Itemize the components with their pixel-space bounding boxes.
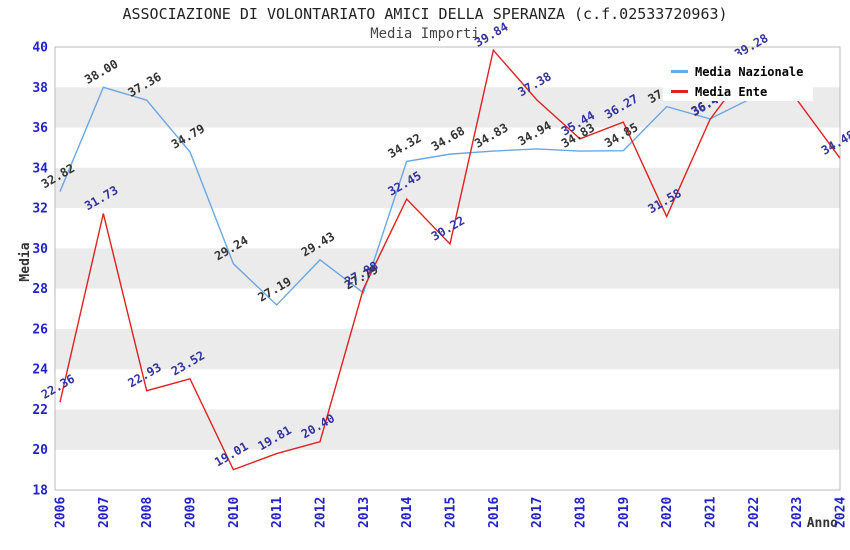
x-tick-label: 2022 bbox=[747, 497, 762, 528]
series-line-media-ente bbox=[59, 48, 841, 471]
y-axis-title: Media bbox=[18, 242, 33, 281]
chart-title: ASSOCIAZIONE DI VOLONTARIATO AMICI DELLA… bbox=[122, 5, 727, 23]
grid-band bbox=[55, 167, 840, 209]
x-tick-label: 2017 bbox=[530, 497, 545, 528]
data-label-ente-2024: 34.48 bbox=[819, 128, 850, 158]
data-label-ente-2015: 30.22 bbox=[429, 213, 467, 243]
grid-band bbox=[55, 328, 840, 370]
data-label-nazionale-2007: 38.00 bbox=[82, 57, 120, 87]
data-label-ente-2016: 39.84 bbox=[472, 20, 510, 50]
y-tick-label: 22 bbox=[32, 403, 48, 418]
y-tick-label: 30 bbox=[32, 242, 48, 257]
x-tick-label: 2008 bbox=[140, 497, 155, 528]
y-tick-label: 38 bbox=[32, 81, 48, 96]
x-tick-label: 2009 bbox=[184, 497, 199, 528]
data-label-nazionale-2014: 34.32 bbox=[386, 131, 424, 161]
legend-label-media-nazionale: Media Nazionale bbox=[695, 65, 803, 79]
x-tick-label: 2021 bbox=[704, 497, 719, 528]
legend-label-media-ente: Media Ente bbox=[695, 85, 767, 99]
y-tick-label: 26 bbox=[32, 322, 48, 337]
y-tick-label: 34 bbox=[32, 161, 48, 176]
x-tick-label: 2015 bbox=[444, 497, 459, 528]
chart-subtitle: Media Importi bbox=[370, 26, 480, 42]
y-tick-label: 32 bbox=[32, 202, 48, 217]
grid-band bbox=[55, 248, 840, 289]
grid-band bbox=[55, 409, 840, 450]
x-axis-title: Anno bbox=[807, 516, 838, 531]
y-tick-label: 36 bbox=[32, 121, 48, 136]
x-tick-label: 2014 bbox=[400, 497, 415, 528]
x-tick-label: 2019 bbox=[617, 497, 632, 528]
x-tick-label: 2023 bbox=[790, 497, 805, 528]
x-tick-label: 2020 bbox=[660, 497, 675, 528]
x-tick-label: 2016 bbox=[487, 497, 502, 528]
y-tick-label: 20 bbox=[32, 443, 48, 458]
y-tick-label: 24 bbox=[32, 363, 48, 378]
x-tick-label: 2007 bbox=[97, 497, 112, 528]
y-tick-label: 40 bbox=[32, 41, 48, 56]
x-tick-label: 2024 bbox=[834, 497, 849, 528]
x-tick-label: 2006 bbox=[54, 497, 69, 528]
legend: Media Nazionale Media Ente bbox=[663, 55, 813, 101]
y-tick-label: 18 bbox=[32, 484, 48, 499]
series-line-media-nazionale bbox=[59, 86, 754, 306]
data-label-nazionale-2015: 34.68 bbox=[429, 124, 467, 154]
y-tick-label: 28 bbox=[32, 282, 48, 297]
x-tick-label: 2018 bbox=[574, 497, 589, 528]
legend-box bbox=[663, 55, 813, 101]
x-tick-label: 2013 bbox=[357, 497, 372, 528]
x-tick-label: 2012 bbox=[314, 497, 329, 528]
plot-border bbox=[54, 46, 841, 491]
x-tick-label: 2011 bbox=[270, 497, 285, 528]
x-tick-label: 2010 bbox=[227, 497, 242, 528]
